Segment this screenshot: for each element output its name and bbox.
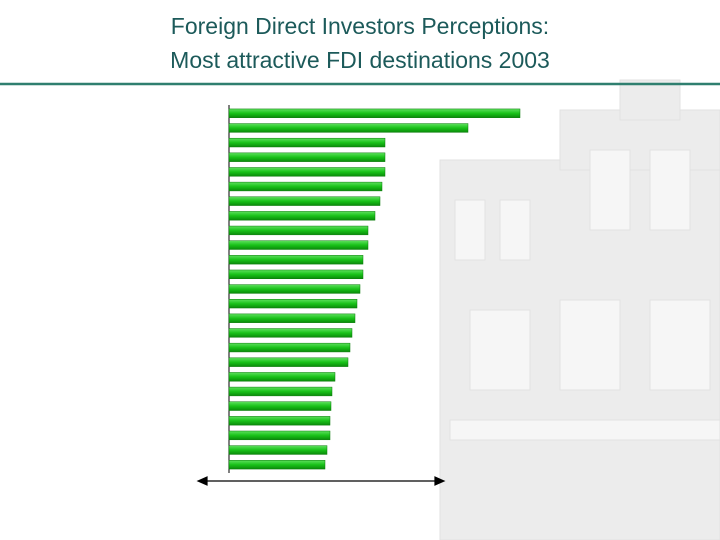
bar — [228, 342, 351, 353]
title-line: Most attractive FDI destinations 2003 — [170, 47, 550, 73]
bar — [228, 416, 331, 426]
bar — [228, 196, 381, 206]
bar — [228, 460, 326, 470]
bar — [228, 269, 364, 280]
bar — [228, 255, 364, 265]
bar — [228, 225, 369, 236]
bar — [228, 284, 361, 294]
bar — [228, 328, 353, 338]
bar — [228, 181, 383, 192]
bar — [228, 240, 369, 250]
bar — [228, 298, 358, 309]
bar — [228, 108, 521, 118]
bar — [228, 401, 332, 411]
background-building — [439, 79, 720, 540]
bar — [228, 137, 386, 148]
bottom-arrow — [196, 476, 446, 486]
bar — [228, 372, 336, 382]
bar — [228, 357, 349, 367]
bar — [228, 167, 386, 177]
bar — [228, 445, 328, 455]
bar — [228, 152, 386, 162]
bar — [228, 430, 331, 441]
bar — [228, 123, 469, 133]
bar — [228, 386, 333, 397]
bar — [228, 211, 376, 221]
bar — [228, 313, 356, 323]
title-line: Foreign Direct Investors Perceptions: — [171, 13, 549, 39]
